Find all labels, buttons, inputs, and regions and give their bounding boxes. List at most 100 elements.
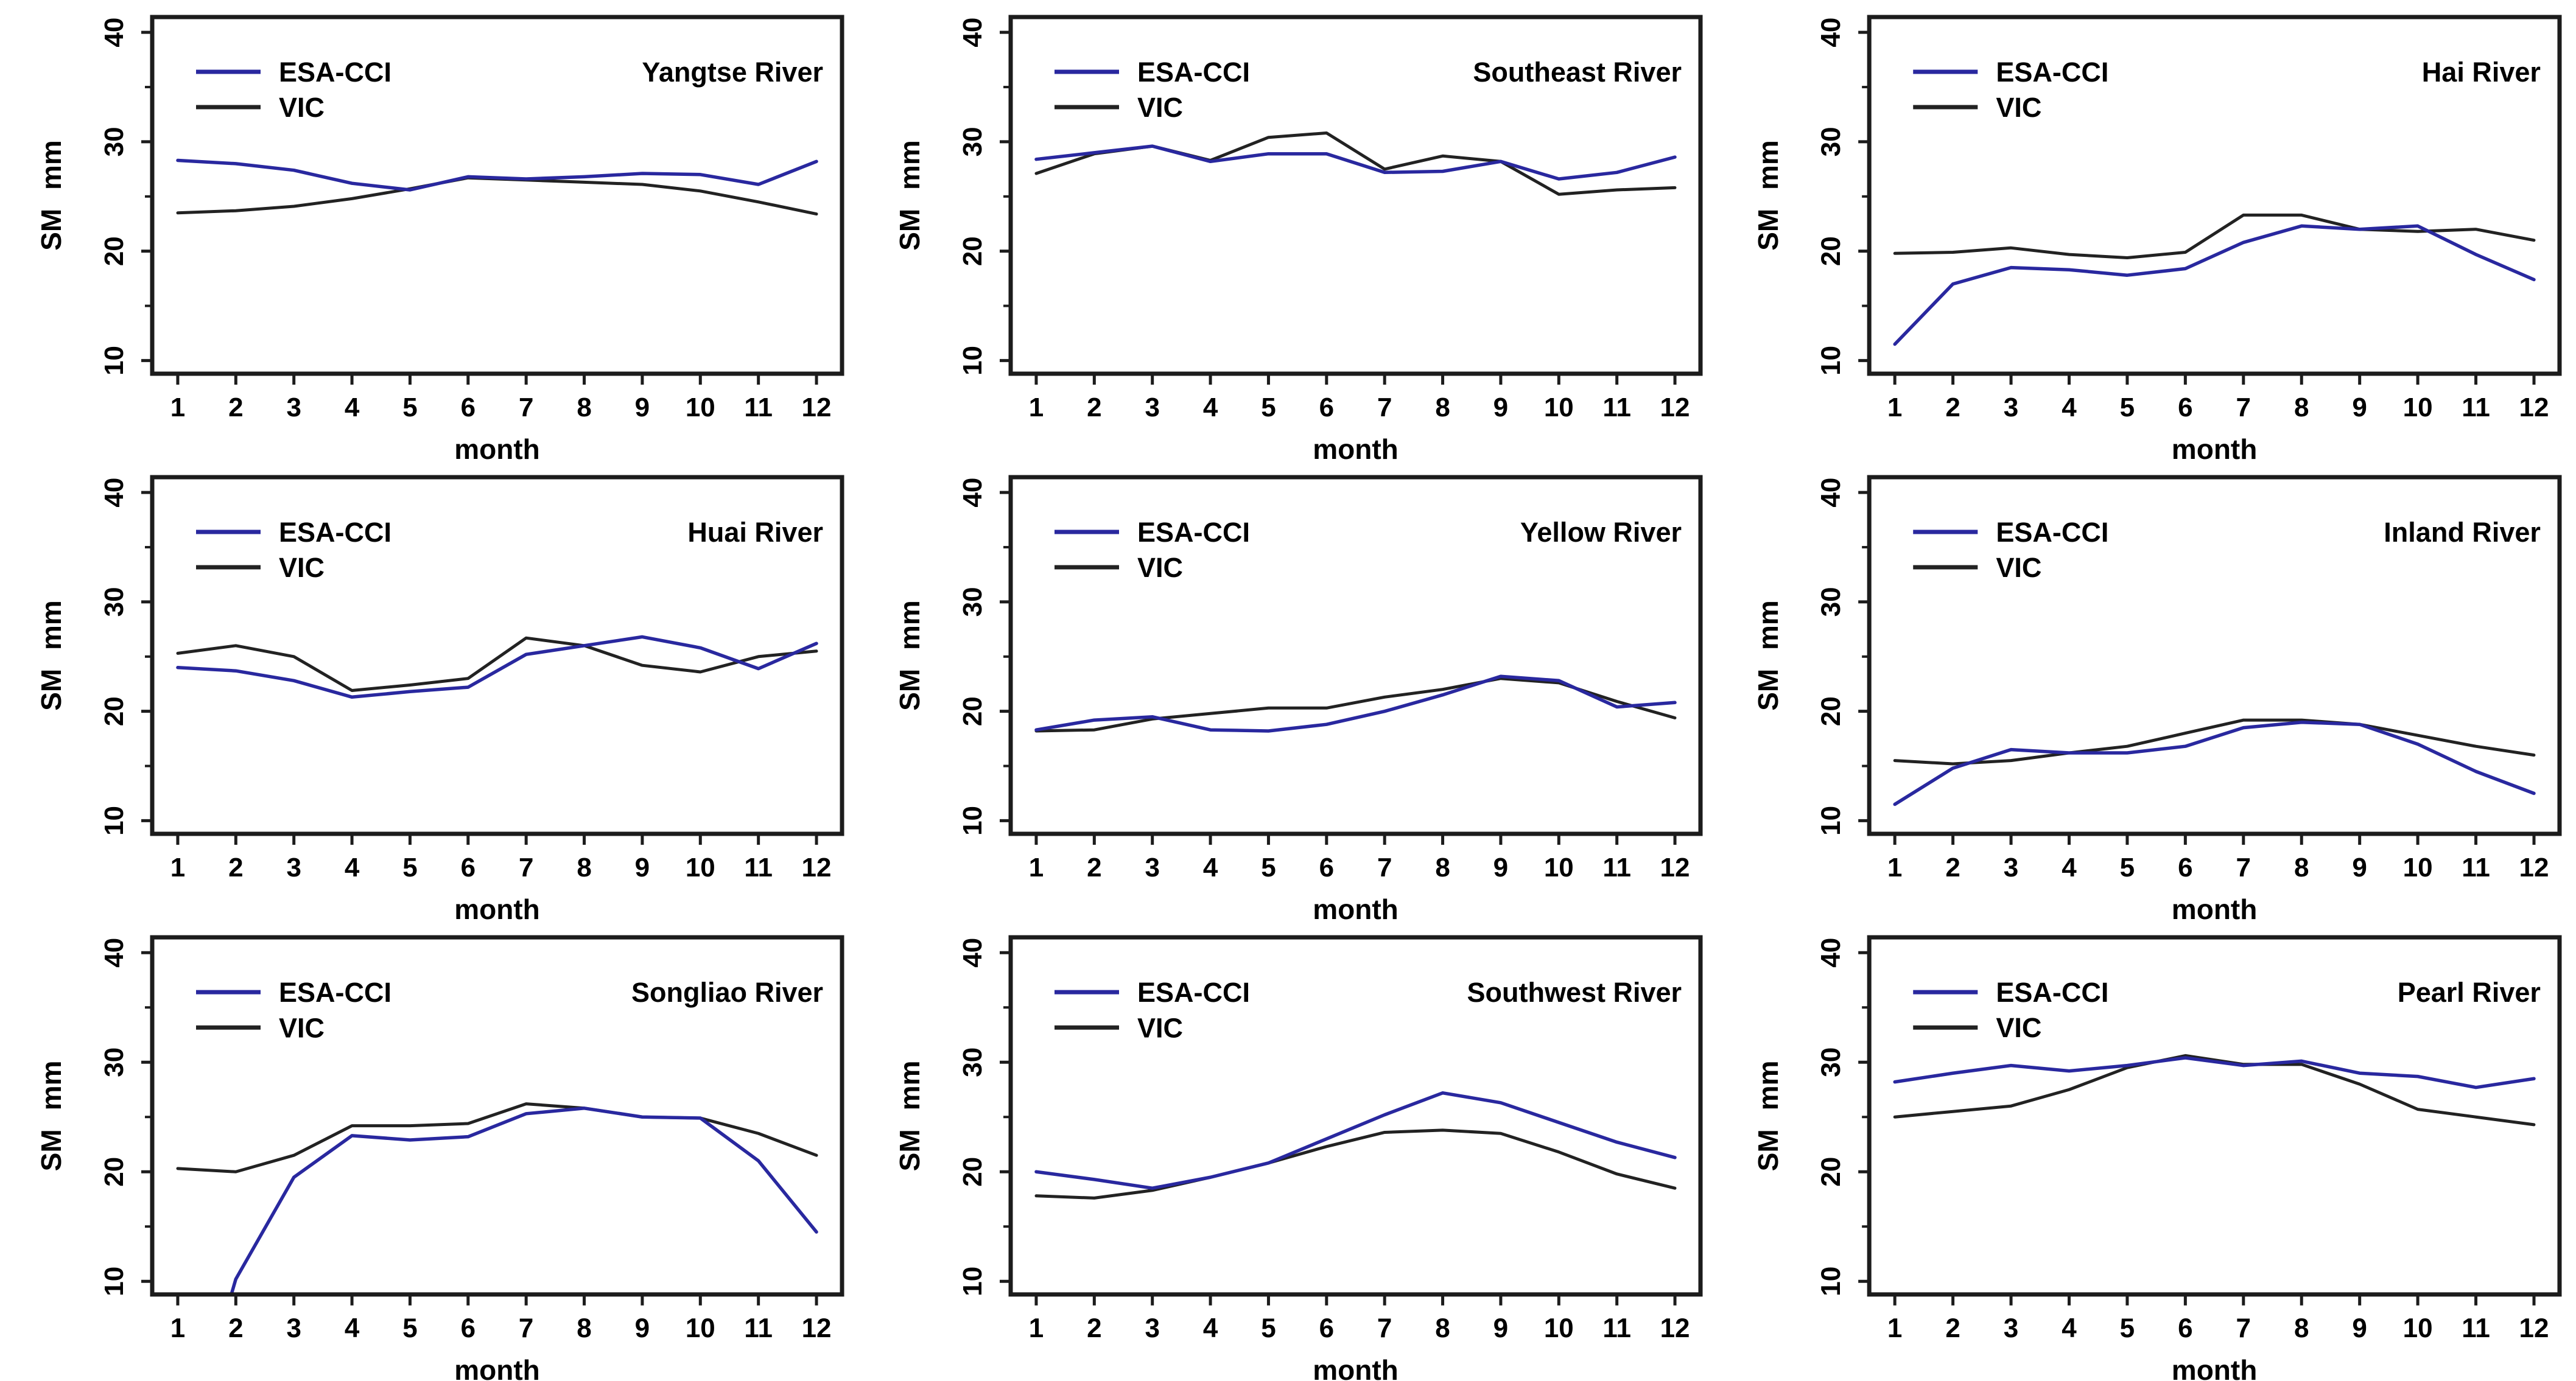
chart-panel-inland-river: 1 2 3 4 5 6 7 8 9 10 11 12 10 20 30 40 month SM mm ESA-CCI… bbox=[1717, 460, 2576, 920]
y-tick-label: 20 bbox=[958, 696, 988, 726]
plot-border bbox=[1867, 475, 2562, 836]
x-tick-label: 7 bbox=[2236, 1313, 2251, 1343]
chart-panel-southeast-river: 1 2 3 4 5 6 7 8 9 10 11 12 10 20 30 40 month SM mm ESA-CCI… bbox=[858, 0, 1717, 460]
x-tick-label: 10 bbox=[686, 393, 715, 422]
x-axis-label: month bbox=[1313, 893, 1399, 920]
x-tick-label: 7 bbox=[2236, 853, 2251, 883]
plot-border bbox=[150, 935, 844, 1297]
y-tick-label: 20 bbox=[99, 1157, 129, 1187]
legend-label-vic: VIC bbox=[1137, 92, 1183, 123]
legend-label-vic: VIC bbox=[1996, 552, 2041, 583]
x-tick-label: 1 bbox=[1887, 1313, 1902, 1343]
panel-title: Songliao River bbox=[631, 977, 823, 1008]
plot-border bbox=[150, 475, 844, 836]
esa-cci-line bbox=[1034, 674, 1677, 733]
legend-label-esa-cci: ESA-CCI bbox=[279, 57, 391, 88]
y-tick-label: 40 bbox=[1816, 938, 1846, 968]
x-tick-label: 6 bbox=[1319, 853, 1334, 883]
x-tick-label: 2 bbox=[228, 1313, 243, 1343]
x-tick-label: 8 bbox=[1435, 853, 1450, 883]
y-tick-label: 30 bbox=[1816, 127, 1846, 156]
vic-line bbox=[176, 1102, 818, 1173]
y-axis-label: SM mm bbox=[1752, 1061, 1784, 1172]
x-tick-label: 3 bbox=[2004, 393, 2018, 422]
x-tick-label: 1 bbox=[1029, 853, 1044, 883]
x-tick-label: 1 bbox=[1029, 393, 1044, 422]
x-tick-label: 8 bbox=[2294, 393, 2309, 422]
chart-panel-yellow-river: 1 2 3 4 5 6 7 8 9 10 11 12 10 20 30 40 month SM mm ESA-CCI… bbox=[858, 460, 1717, 920]
x-tick-label: 2 bbox=[1087, 853, 1101, 883]
x-tick-label: 5 bbox=[1261, 393, 1276, 422]
x-tick-label: 9 bbox=[635, 1313, 650, 1343]
x-tick-label: 11 bbox=[1602, 1313, 1631, 1343]
legend-label-vic: VIC bbox=[1996, 1012, 2041, 1043]
x-tick-label: 12 bbox=[1660, 393, 1690, 422]
x-axis-label: month bbox=[454, 893, 540, 920]
x-tick-label: 7 bbox=[2236, 393, 2251, 422]
chart-panel-pearl-river: 1 2 3 4 5 6 7 8 9 10 11 12 10 20 30 40 month SM mm ESA-CCI… bbox=[1717, 920, 2576, 1381]
x-tick-label: 2 bbox=[1087, 1313, 1101, 1343]
y-tick-label: 10 bbox=[99, 806, 129, 836]
x-tick-label: 2 bbox=[228, 393, 243, 422]
x-tick-label: 11 bbox=[744, 393, 773, 422]
x-tick-label: 3 bbox=[2004, 1313, 2018, 1343]
x-tick-label: 10 bbox=[686, 853, 715, 883]
y-axis-label: SM mm bbox=[35, 140, 67, 251]
y-tick-label: 10 bbox=[958, 1267, 988, 1296]
x-tick-label: 11 bbox=[2462, 853, 2490, 883]
vic-line bbox=[176, 176, 818, 216]
y-tick-label: 10 bbox=[958, 346, 988, 376]
x-tick-label: 10 bbox=[2403, 393, 2433, 422]
legend-label-esa-cci: ESA-CCI bbox=[1996, 57, 2108, 88]
legend-label-vic: VIC bbox=[1996, 92, 2041, 123]
x-tick-label: 9 bbox=[2352, 1313, 2367, 1343]
x-tick-label: 6 bbox=[2178, 853, 2192, 883]
x-tick-label: 9 bbox=[1493, 393, 1508, 422]
x-tick-label: 12 bbox=[2519, 853, 2549, 883]
x-tick-label: 12 bbox=[2519, 393, 2549, 422]
x-tick-label: 4 bbox=[345, 393, 360, 422]
x-tick-label: 8 bbox=[2294, 853, 2309, 883]
legend-label-esa-cci: ESA-CCI bbox=[279, 977, 391, 1008]
chart-panel-songliao-river: 1 2 3 4 5 6 7 8 9 10 11 12 10 20 30 40 month SM mm ESA-CCI… bbox=[0, 920, 858, 1381]
panel-title: Yellow River bbox=[1520, 517, 1682, 548]
panel-title: Hai River bbox=[2422, 57, 2541, 88]
vic-line bbox=[1893, 1054, 2536, 1127]
x-tick-label: 6 bbox=[2178, 1313, 2192, 1343]
legend-label-vic: VIC bbox=[279, 1012, 325, 1043]
x-tick-label: 5 bbox=[1261, 1313, 1276, 1343]
x-tick-label: 5 bbox=[402, 853, 417, 883]
plot-border bbox=[1867, 15, 2562, 376]
legend-label-esa-cci: ESA-CCI bbox=[1996, 977, 2108, 1008]
y-tick-label: 20 bbox=[1816, 1157, 1846, 1187]
x-tick-label: 3 bbox=[1145, 393, 1159, 422]
x-tick-label: 5 bbox=[1261, 853, 1276, 883]
x-tick-label: 7 bbox=[1377, 853, 1392, 883]
y-tick-label: 10 bbox=[99, 346, 129, 376]
x-tick-label: 8 bbox=[1435, 1313, 1450, 1343]
chart-panel-yangtse-river: 1 2 3 4 5 6 7 8 9 10 11 12 10 20 30 40 month SM mm ESA-CCI… bbox=[0, 0, 858, 460]
y-tick-label: 20 bbox=[99, 696, 129, 726]
esa-cci-line bbox=[1893, 1056, 2536, 1089]
x-tick-label: 10 bbox=[2403, 1313, 2433, 1343]
x-tick-label: 7 bbox=[519, 1313, 533, 1343]
x-tick-label: 11 bbox=[1602, 853, 1631, 883]
esa-cci-line bbox=[1034, 144, 1677, 181]
y-axis-label: SM mm bbox=[1752, 140, 1784, 251]
y-tick-label: 20 bbox=[958, 236, 988, 266]
x-tick-label: 1 bbox=[170, 1313, 185, 1343]
chart-panel-huai-river: 1 2 3 4 5 6 7 8 9 10 11 12 10 20 30 40 month SM mm ESA-CCI… bbox=[0, 460, 858, 920]
x-tick-label: 10 bbox=[686, 1313, 715, 1343]
y-tick-label: 10 bbox=[99, 1267, 129, 1296]
legend-label-vic: VIC bbox=[1137, 552, 1183, 583]
y-tick-label: 20 bbox=[958, 1157, 988, 1187]
legend-label-esa-cci: ESA-CCI bbox=[1996, 517, 2108, 548]
legend-label-esa-cci: ESA-CCI bbox=[1137, 517, 1250, 548]
x-tick-label: 5 bbox=[2120, 1313, 2135, 1343]
x-tick-label: 3 bbox=[2004, 853, 2018, 883]
x-tick-label: 3 bbox=[286, 393, 301, 422]
plot-border bbox=[150, 15, 844, 376]
